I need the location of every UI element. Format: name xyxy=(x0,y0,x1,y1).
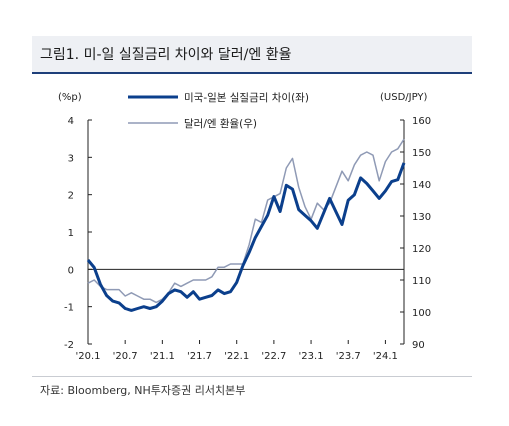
right-tick-label: 120 xyxy=(412,244,431,255)
legend-fx-label: 달러/엔 환율(우) xyxy=(184,118,257,130)
x-tick-label: '22.7 xyxy=(261,351,286,362)
x-tick-label: '21.7 xyxy=(187,351,212,362)
source-rule xyxy=(32,376,472,377)
x-tick-label: '21.1 xyxy=(150,351,175,362)
right-axis-unit: (USD/JPY) xyxy=(380,92,428,103)
right-tick-label: 140 xyxy=(412,180,431,191)
title-bar: 그림1. 미-일 실질금리 차이와 달러/엔 환율 xyxy=(32,36,472,72)
right-tick-label: 90 xyxy=(412,340,425,351)
x-tick-label: '22.1 xyxy=(224,351,249,362)
left-tick-label: -1 xyxy=(64,303,74,314)
left-tick-label: 0 xyxy=(68,265,74,276)
right-tick-label: 130 xyxy=(412,212,431,223)
left-axis-unit: (%p) xyxy=(58,92,82,103)
right-tick-label: 100 xyxy=(412,308,431,319)
left-tick-label: 4 xyxy=(68,116,74,127)
left-tick-label: 2 xyxy=(68,191,74,202)
axes: 4 3 2 1 0 -1 -2 160 150 140 130 120 110 100 90 '20.1 '20… xyxy=(64,116,431,362)
left-tick-label: 1 xyxy=(68,228,74,239)
x-tick-label: '24.1 xyxy=(373,351,398,362)
series-line-spread xyxy=(86,162,406,312)
title-rule xyxy=(32,72,472,74)
series-line-fx xyxy=(87,138,405,304)
right-tick-label: 160 xyxy=(412,116,431,127)
legend: 미국-일본 실질금리 차이(좌) 달러/엔 환율(우) xyxy=(128,91,309,130)
right-tick-label: 110 xyxy=(412,276,431,287)
x-tick-label: '23.1 xyxy=(299,351,324,362)
series-layer xyxy=(86,138,406,312)
figure-title: 그림1. 미-일 실질금리 차이와 달러/엔 환율 xyxy=(40,47,292,63)
left-tick-label: 3 xyxy=(68,153,74,164)
right-tick-label: 150 xyxy=(412,148,431,159)
x-tick-label: '20.7 xyxy=(113,351,138,362)
x-tick-label: '23.7 xyxy=(336,351,361,362)
x-tick-label: '20.1 xyxy=(75,351,100,362)
legend-spread-label: 미국-일본 실질금리 차이(좌) xyxy=(184,91,309,104)
left-tick-label: -2 xyxy=(64,340,74,351)
source-note: 자료: Bloomberg, NH투자증권 리서치본부 xyxy=(40,384,246,397)
